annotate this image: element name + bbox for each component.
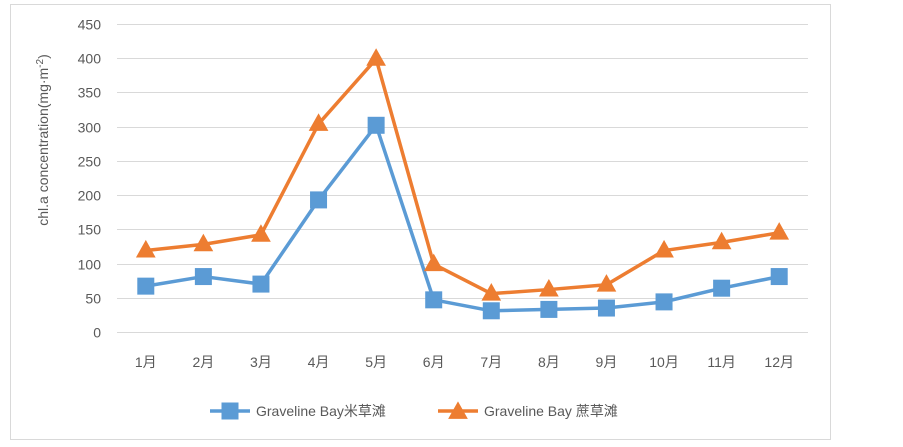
y-axis-label-close: ) [35,54,51,59]
data-point [425,291,443,309]
x-tick-label: 7月 [480,354,502,370]
legend-label: Graveline Bay 蔗草滩 [484,403,618,419]
y-tick-label: 100 [78,257,102,273]
x-tick-label: 3月 [250,354,272,370]
data-point [251,224,271,242]
data-point [596,274,617,292]
data-point [655,293,673,311]
data-point [711,231,732,250]
data-point [540,300,558,318]
y-axis-label-superscript: -2 [35,58,46,67]
data-point [769,222,790,240]
data-point [308,113,329,131]
data-point [310,191,328,209]
data-point [597,299,615,317]
y-tick-label: 250 [78,154,102,170]
x-tick-label: 11月 [707,354,736,370]
series-1 [137,116,788,320]
data-point [367,116,385,134]
y-tick-label: 350 [78,85,102,101]
x-tick-label: 6月 [423,354,445,370]
data-point [539,278,559,297]
data-point [482,302,500,320]
data-point [135,239,156,258]
series-2 [135,48,790,301]
data-point [137,277,155,295]
x-tick-label: 9月 [596,354,618,370]
chart-border [10,4,831,440]
y-axis-ticks: 0 50 100 150 200 250 300 350 400 450 [78,17,102,341]
data-point [252,275,270,293]
x-axis-ticks: 1月 2月 3月 4月 5月 6月 7月 8月 9月 10月 11月 12月 [135,354,794,370]
y-tick-label: 50 [85,291,101,307]
x-tick-label: 10月 [649,354,679,370]
data-point [713,279,731,297]
x-tick-label: 8月 [538,354,560,370]
series-line [145,57,780,296]
data-point [770,268,788,286]
y-tick-label: 0 [93,325,101,341]
y-tick-label: 450 [78,17,102,33]
data-point [423,253,444,272]
x-tick-label: 2月 [192,354,214,370]
x-tick-label: 1月 [135,354,157,370]
data-point [194,268,212,286]
x-tick-label: 4月 [308,354,330,370]
series-line [145,123,780,313]
y-tick-label: 300 [78,120,102,136]
legend-item-2: Graveline Bay 蔗草滩 [438,401,618,419]
gridlines [117,24,808,333]
x-tick-label: 5月 [365,354,387,370]
y-tick-label: 200 [78,188,102,204]
legend-item-1: Graveline Bay米草滩 [210,402,386,420]
x-tick-label: 12月 [764,354,794,370]
legend-marker [448,401,468,419]
data-point [654,239,674,258]
y-tick-label: 400 [78,51,102,67]
series-layer [135,48,790,320]
data-point [481,283,502,301]
legend-marker [221,402,239,420]
data-point [193,233,214,252]
data-point [366,48,386,66]
y-tick-label: 150 [78,222,102,238]
y-axis-label: chl.a concentration(mg·m-2) [35,54,52,226]
legend-label: Graveline Bay米草滩 [256,403,386,419]
y-axis-label-main: chl.a concentration(mg·m [35,68,51,226]
legend: Graveline Bay米草滩 Graveline Bay 蔗草滩 [210,401,618,420]
